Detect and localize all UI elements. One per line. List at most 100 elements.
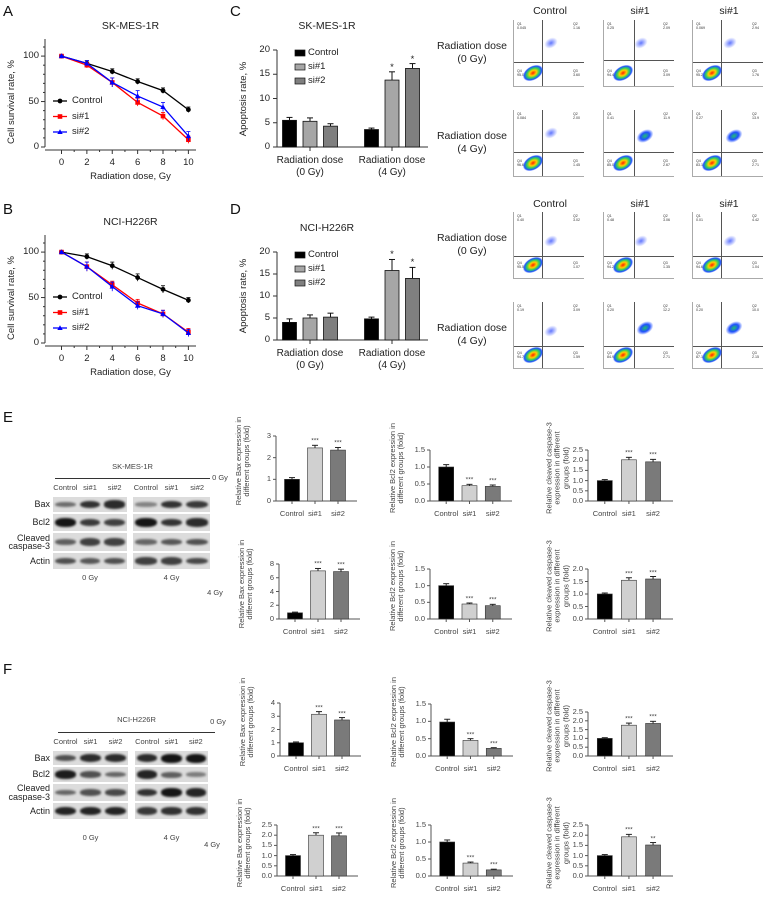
axis-label-line: groups (fold)	[561, 704, 571, 748]
quadrant-label: Q3 3.09	[663, 69, 670, 78]
y-tick-label: 0.5	[572, 601, 583, 611]
cell-population-density	[542, 125, 560, 141]
y-tick-label: 2.0	[572, 830, 583, 840]
bar-Control	[282, 321, 297, 341]
flow-cytometry-plot: Q1 0.41 Q2 11.9 Q3 2.67 Q4 85.0	[603, 110, 674, 177]
quadrant-label: Q4 96.6	[517, 159, 524, 168]
x-category-label: si#1	[622, 508, 636, 518]
significance-marker: **	[650, 834, 656, 842]
flow-column-header: Control	[533, 198, 567, 211]
quadrant-label: Q1 0.045	[517, 22, 526, 31]
x-category-label: si#1	[309, 883, 323, 893]
protein-band	[161, 788, 182, 797]
quadrant-name: Q3	[663, 351, 668, 355]
quadrant-label: Q3 2.15	[752, 351, 759, 360]
y-axis-label: Relative Bcl2 expression in different gro…	[388, 422, 406, 512]
quadrant-divider-horizontal	[693, 256, 763, 257]
blot-strip	[53, 497, 127, 512]
y-tick-label: 50	[28, 95, 39, 107]
y-tick-label: 1.0	[572, 850, 583, 860]
quadrant-percent: 3.02	[573, 217, 580, 222]
protein-band	[80, 753, 101, 763]
x-category-label: Radiation dose (0 Gy)	[276, 155, 344, 178]
quadrant-label: Q3 1.35	[663, 261, 670, 270]
quadrant-name: Q3	[573, 159, 578, 163]
y-tick-label: 0	[270, 750, 275, 760]
x-category-label: si#2	[485, 508, 500, 518]
quadrant-label: Q2 1.16	[573, 22, 580, 31]
x-tick-label: 2	[84, 352, 90, 364]
legend-label: si#1	[308, 60, 326, 72]
flow-column-header: si#1	[630, 5, 650, 18]
quadrant-label: Q3 1.45	[573, 159, 580, 168]
y-tick-label: 0.5	[415, 733, 426, 743]
quadrant-name: Q4	[696, 69, 701, 73]
blot-row-label: Cleaved caspase-3	[8, 783, 50, 802]
quadrant-percent: 0.40	[517, 217, 524, 222]
data-point	[185, 133, 192, 139]
data-point	[135, 79, 141, 84]
y-tick-label: 100	[23, 49, 39, 61]
y-tick-label: 20	[259, 43, 270, 55]
x-category-label: si#1	[462, 508, 477, 518]
y-tick-label: 0	[33, 140, 39, 152]
cell-population-density	[721, 35, 739, 51]
axis-label-line: different groups (fold)	[242, 424, 251, 497]
quadrant-name: Q4	[696, 351, 701, 355]
significance-marker: ***	[334, 439, 342, 447]
significance-marker: ***	[314, 560, 322, 568]
quadrant-percent: 0.41	[607, 115, 614, 120]
y-tick-label: 0.0	[415, 750, 426, 760]
significance-marker: ***	[465, 595, 474, 603]
y-tick-label: 2.5	[572, 819, 583, 829]
dose-label: 0 Gy	[82, 832, 99, 842]
flow-row-label: Radiation dose (0 Gy)	[436, 40, 508, 66]
significance-marker: ***	[466, 854, 475, 862]
bar-si#2	[484, 486, 501, 502]
significance-marker: ***	[337, 561, 345, 569]
quadrant-label: Q4 94.4	[607, 69, 614, 78]
data-point	[109, 79, 115, 85]
blot-row-label: Actin	[29, 555, 50, 566]
blot-strip	[133, 514, 210, 531]
y-tick-label: 10	[259, 92, 270, 104]
y-tick-label: 3	[270, 711, 275, 721]
lane-label: si#2	[190, 482, 205, 492]
y-tick-label: 0.0	[572, 870, 583, 880]
y-tick-label: 1.0	[261, 850, 272, 860]
y-tick-label: 4	[269, 586, 274, 596]
bar-si#2	[645, 578, 661, 620]
y-tick-label: 1	[266, 474, 271, 484]
quadrant-percent: 10.0	[752, 307, 759, 312]
bar-Control	[364, 318, 379, 341]
protein-band	[137, 807, 158, 815]
quadrant-label: Q1 0.25	[607, 22, 614, 31]
y-axis-label: Relative Bax expression in different grou…	[238, 677, 256, 765]
y-tick-label: 5	[264, 116, 270, 128]
y-tick-label: 6	[269, 572, 274, 582]
quadrant-label: Q3 2.71	[663, 351, 670, 360]
legend-label: si#2	[72, 321, 90, 333]
lane-label: si#2	[108, 736, 123, 746]
quadrant-percent: 3.09	[663, 72, 670, 77]
quadrant-label: Q2 3.02	[573, 214, 580, 223]
quadrant-label: Q3 1.59	[573, 351, 580, 360]
series-line-si#1	[61, 55, 189, 141]
quadrant-name: Q3	[573, 261, 578, 265]
axis-label-line: different groups (fold)	[397, 686, 406, 758]
y-tick-label: 1.0	[572, 588, 583, 598]
significance-marker: *	[410, 257, 415, 269]
row-dose-label: 0 Gy	[212, 472, 228, 482]
quadrant-percent: 2.09	[663, 25, 670, 30]
protein-band	[185, 772, 206, 777]
quadrant-percent: 96.6	[517, 162, 524, 167]
quadrant-percent: 94.4	[607, 72, 614, 77]
quadrant-percent: 2.00	[573, 115, 580, 120]
legend-swatch	[294, 265, 306, 273]
quadrant-name: Q4	[696, 261, 701, 265]
flow-cytometry-plot: Q1 0.27 Q2 13.9 Q3 2.71 Q4 83.1	[692, 110, 763, 177]
flow-cytometry-plot: Q1 0.20 Q2 12.2 Q3 2.71 Q4 84.9	[603, 302, 674, 369]
quadrant-name: Q2	[663, 22, 668, 26]
y-tick-label: 0	[269, 613, 274, 623]
protein-band	[80, 789, 101, 796]
